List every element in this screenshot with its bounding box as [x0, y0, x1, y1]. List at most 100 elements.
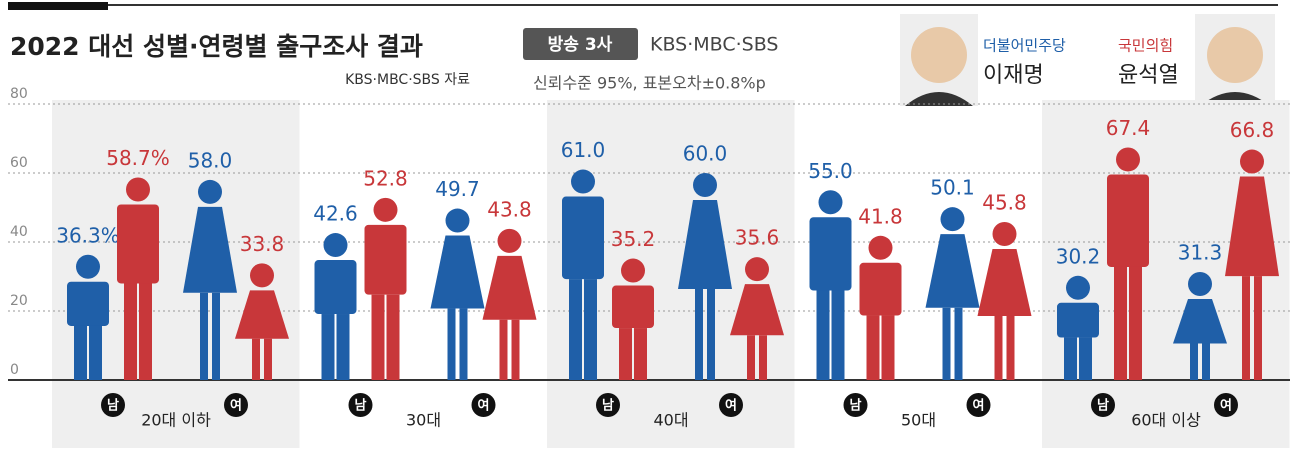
figure-leg: [707, 289, 715, 380]
x-tick-label: 30대: [406, 411, 441, 430]
title-bar: [8, 2, 108, 10]
y-tick-label: 80: [10, 86, 28, 102]
figure: [482, 228, 537, 380]
figure-head: [373, 197, 398, 222]
figure-leg: [1129, 266, 1142, 380]
figure-leg: [816, 290, 830, 380]
figure-head: [497, 228, 522, 253]
gender-label: 남: [355, 398, 367, 414]
figure-head: [126, 177, 150, 202]
figure-leg: [1006, 315, 1015, 380]
value-label: 43.8: [487, 197, 532, 221]
value-label: 33.8: [240, 232, 285, 256]
gender-badge: [348, 393, 373, 417]
figure-leg: [1114, 266, 1127, 380]
value-label: 31.3: [1178, 241, 1223, 265]
figure-leg: [881, 315, 895, 380]
gender-label: 남: [1097, 398, 1109, 414]
figure-dress: [925, 234, 980, 308]
figure: [364, 197, 407, 380]
gender-label: 여: [1220, 398, 1232, 414]
figure: [235, 263, 289, 380]
figure-leg: [139, 283, 152, 380]
gender-badge: [719, 393, 743, 417]
figure: [314, 233, 357, 380]
x-tick-label: 40대: [653, 411, 688, 430]
figure-head: [571, 169, 595, 194]
gender-badge: [224, 393, 248, 417]
figure-dress: [1173, 299, 1227, 344]
figure-leg: [459, 308, 468, 380]
figure-head: [940, 207, 965, 232]
figure-leg: [584, 279, 597, 380]
figure-leg: [386, 294, 400, 380]
figure-leg: [619, 328, 632, 380]
figure-leg: [831, 290, 845, 380]
figure-head: [1188, 272, 1212, 297]
value-label: 67.4: [1106, 116, 1151, 140]
figure: [430, 208, 485, 380]
figure-head: [250, 263, 274, 288]
gender-label: 여: [230, 398, 242, 414]
figure-torso: [364, 224, 407, 295]
y-tick-label: 20: [10, 293, 28, 309]
figure-leg: [747, 335, 755, 380]
value-label: 35.6: [735, 226, 780, 250]
figure: [1057, 275, 1099, 380]
figure-leg: [499, 319, 508, 380]
figure-leg: [321, 314, 335, 380]
value-label: 30.2: [1056, 244, 1101, 268]
y-tick-label: 40: [10, 224, 28, 240]
figure: [809, 190, 852, 380]
figure-head: [1116, 147, 1140, 172]
note: 신뢰수준 95%, 표본오차±0.8%p: [533, 74, 766, 93]
value-label: 42.6: [313, 202, 358, 226]
figure-torso: [314, 260, 357, 315]
figure-torso: [809, 217, 852, 291]
gender-label: 남: [602, 398, 614, 414]
figure-leg: [695, 289, 703, 380]
figure: [612, 258, 654, 380]
figure-leg: [1254, 276, 1262, 380]
figure-leg: [371, 294, 385, 380]
figure-dress: [235, 290, 289, 339]
figure-dress: [678, 200, 732, 289]
value-label: 52.8: [363, 166, 408, 190]
value-label: 55.0: [808, 159, 853, 183]
value-label: 60.0: [683, 142, 728, 166]
figure-head: [1240, 149, 1264, 174]
figure-torso: [859, 262, 902, 316]
figure-torso: [1107, 174, 1149, 267]
figure-leg: [212, 292, 220, 380]
value-label: 35.2: [611, 227, 656, 251]
gender-badge: [1091, 393, 1115, 417]
chart-title: 2022 대선 성별·연령별 출구조사 결과: [10, 32, 423, 61]
figure-torso: [1057, 302, 1099, 338]
figure-dress: [183, 206, 237, 293]
value-label: 50.1: [930, 176, 975, 200]
figure: [925, 207, 980, 380]
figure-leg: [200, 292, 208, 380]
figure-dress: [1225, 176, 1279, 277]
legend-party: 국민의힘: [1118, 37, 1173, 55]
figure-leg: [511, 319, 520, 380]
photo-yoon: [1195, 14, 1275, 106]
figure: [117, 177, 159, 380]
top-rule: [108, 4, 1278, 6]
figure-leg: [264, 338, 272, 380]
figure-leg: [74, 325, 87, 380]
figure: [1225, 149, 1279, 380]
figure-leg: [336, 314, 350, 380]
figure-leg: [252, 338, 260, 380]
figure: [183, 179, 237, 380]
x-tick-label: 20대 이하: [141, 411, 211, 430]
figure-head: [323, 233, 348, 258]
legend-name: 윤석열: [1118, 63, 1179, 88]
x-tick-label: 50대: [901, 411, 936, 430]
gender-label: 여: [973, 398, 985, 414]
legend-name: 이재명: [983, 63, 1044, 88]
figure-head: [621, 258, 645, 283]
figure-head: [818, 190, 843, 215]
figure-leg: [569, 279, 582, 380]
